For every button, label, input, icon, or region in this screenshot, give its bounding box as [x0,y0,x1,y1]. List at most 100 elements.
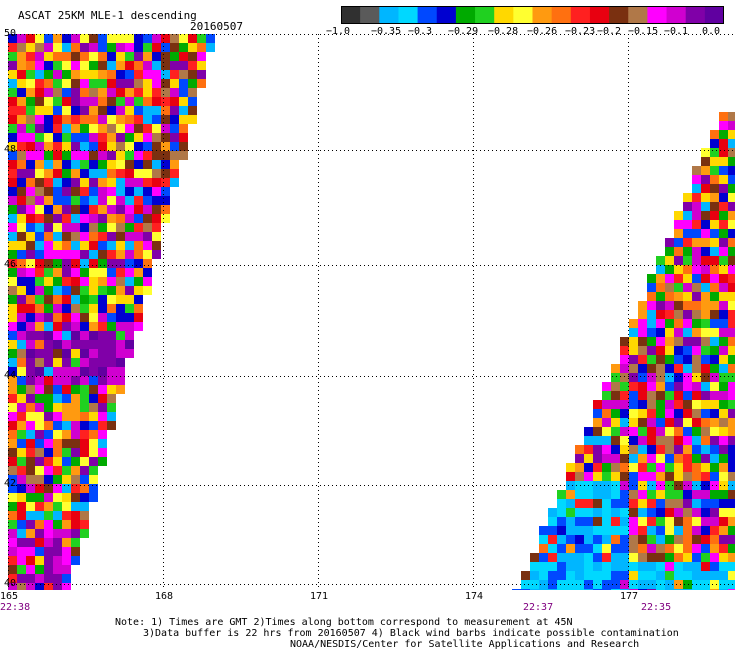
wind-cell [710,499,719,508]
wind-cell [98,295,107,304]
wind-cell [647,517,656,526]
wind-cell [692,544,701,553]
wind-cell [71,70,80,79]
wind-cell [71,295,80,304]
wind-cell [143,52,152,61]
wind-cell [170,61,179,70]
wind-cell [683,445,692,454]
wind-cell [656,337,665,346]
wind-cell [35,313,44,322]
color-scale-swatch [360,6,380,24]
wind-cell [692,202,701,211]
wind-cell [44,493,53,502]
wind-cell [593,445,602,454]
wind-cell [62,106,71,115]
wind-cell [71,412,80,421]
wind-cell [647,535,656,544]
wind-cell [701,319,710,328]
wind-cell [161,151,170,160]
wind-cell [17,574,26,583]
wind-cell [638,535,647,544]
wind-cell [692,373,701,382]
wind-cell [710,157,719,166]
wind-cell [557,499,566,508]
wind-cell [98,304,107,313]
wind-cell [80,106,89,115]
wind-cell [692,454,701,463]
wind-cell [116,268,125,277]
wind-cell [71,457,80,466]
wind-cell [179,61,188,70]
wind-cell [665,391,674,400]
wind-cell [8,583,17,590]
wind-cell [647,274,656,283]
color-scale-swatch [647,6,668,24]
wind-cell [161,79,170,88]
wind-cell [701,427,710,436]
wind-cell [26,520,35,529]
wind-cell [611,391,620,400]
wind-cell [62,268,71,277]
wind-cell [8,97,17,106]
wind-cell [71,448,80,457]
wind-cell [692,382,701,391]
color-scale-swatch [455,6,476,24]
wind-cell [8,484,17,493]
wind-cell [107,394,116,403]
wind-cell [143,160,152,169]
wind-cell [656,544,665,553]
wind-cell [89,61,98,70]
wind-cell [710,544,719,553]
wind-cell [8,421,17,430]
wind-cell [116,178,125,187]
wind-cell [629,427,638,436]
wind-cell [728,238,735,247]
wind-cell [728,427,735,436]
wind-cell [719,247,728,256]
wind-cell [656,328,665,337]
wind-cell [35,538,44,547]
wind-cell [116,205,125,214]
wind-cell [26,277,35,286]
wind-cell [71,403,80,412]
wind-cell [728,337,735,346]
wind-cell [143,115,152,124]
wind-cell [728,517,735,526]
wind-cell [692,175,701,184]
wind-cell [170,160,179,169]
wind-cell [98,403,107,412]
wind-cell [143,268,152,277]
wind-cell [26,250,35,259]
wind-cell [179,43,188,52]
wind-cell [80,457,89,466]
wind-cell [152,187,161,196]
wind-cell [62,232,71,241]
wind-cell [161,178,170,187]
wind-cell [710,148,719,157]
wind-cell [593,499,602,508]
wind-cell [575,553,584,562]
wind-cell [593,481,602,490]
wind-cell [656,364,665,373]
wind-cell [584,553,593,562]
wind-cell [188,52,197,61]
wind-cell [683,562,692,571]
wind-cell [26,376,35,385]
wind-cell [62,475,71,484]
wind-cell [125,196,134,205]
wind-cell [170,34,179,43]
wind-cell [143,70,152,79]
wind-cell [35,43,44,52]
wind-cell [8,430,17,439]
wind-cell [98,187,107,196]
wind-cell [89,277,98,286]
wind-cell [44,277,53,286]
wind-cell [152,88,161,97]
wind-cell [683,508,692,517]
wind-cell [98,268,107,277]
wind-cell [116,160,125,169]
wind-cell [629,571,638,580]
wind-cell [107,124,116,133]
wind-cell [125,250,134,259]
wind-cell [152,97,161,106]
